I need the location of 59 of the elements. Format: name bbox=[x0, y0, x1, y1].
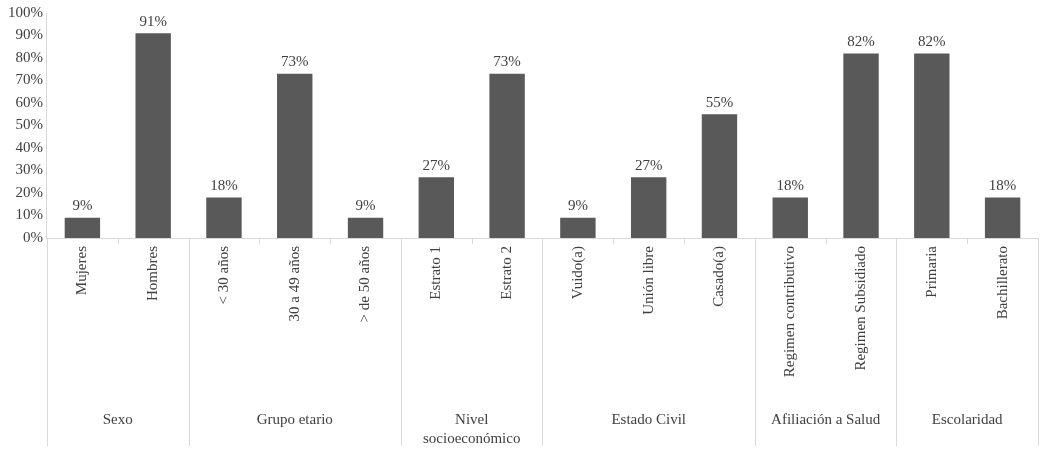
data-label: 27% bbox=[634, 156, 663, 173]
x-tick-label: > de 50 años bbox=[356, 245, 373, 323]
x-tick-label: Regimen contributivo bbox=[781, 246, 798, 378]
bar bbox=[630, 177, 667, 238]
bar bbox=[701, 114, 738, 238]
x-tick-label: Vuido(a) bbox=[568, 246, 586, 300]
bar bbox=[984, 197, 1021, 238]
x-tick-label: Mujeres bbox=[73, 245, 90, 296]
bar bbox=[843, 53, 879, 238]
y-tick-label: 30% bbox=[15, 161, 43, 178]
bar bbox=[560, 217, 596, 238]
y-tick-label: 100% bbox=[8, 3, 43, 20]
bar bbox=[277, 73, 313, 238]
y-tick-label: 20% bbox=[15, 183, 43, 200]
bar bbox=[489, 73, 525, 238]
data-label: 91% bbox=[139, 12, 167, 29]
bar bbox=[135, 33, 171, 238]
data-label: 18% bbox=[776, 176, 804, 193]
text: Afiliación a Salud bbox=[771, 410, 881, 427]
text: Estado Civil bbox=[611, 410, 686, 427]
data-label: 9% bbox=[355, 197, 376, 214]
bar bbox=[914, 53, 950, 238]
x-tick-label: Casado(a) bbox=[710, 246, 728, 307]
data-label: 27% bbox=[422, 156, 451, 173]
data-label: 55% bbox=[705, 93, 734, 110]
x-tick-label: 30 a 49 años bbox=[285, 245, 302, 322]
text: Grupo etario bbox=[256, 410, 333, 427]
data-label: 82% bbox=[847, 32, 875, 49]
text: Nivel socioeconómico bbox=[422, 410, 521, 446]
bar bbox=[347, 217, 384, 238]
data-label: 9% bbox=[567, 197, 588, 214]
data-label: 9% bbox=[72, 197, 93, 214]
x-tick-label: Bachillerato bbox=[993, 246, 1010, 320]
y-tick-label: 80% bbox=[15, 48, 43, 65]
y-tick-label: 90% bbox=[15, 26, 43, 43]
bar bbox=[64, 217, 101, 238]
y-tick-label: 70% bbox=[15, 71, 43, 88]
x-tick-label: Regimen Subsidiado bbox=[851, 246, 868, 371]
x-tick-label: Hombres bbox=[144, 245, 161, 301]
text: Sexo bbox=[102, 410, 133, 427]
data-label: 18% bbox=[210, 176, 238, 193]
bar bbox=[418, 177, 455, 238]
y-tick-label: 0% bbox=[23, 228, 43, 245]
x-tick-label: Estrato 1 bbox=[427, 246, 444, 300]
data-label: 82% bbox=[918, 32, 946, 49]
bar bbox=[206, 197, 242, 238]
y-tick-label: 10% bbox=[15, 206, 43, 223]
data-label: 18% bbox=[988, 176, 1017, 193]
y-tick-label: 60% bbox=[15, 93, 43, 110]
x-tick-label: < 30 años bbox=[214, 245, 231, 305]
y-tick-label: 50% bbox=[15, 116, 43, 133]
y-tick-label: 40% bbox=[15, 138, 43, 155]
data-label: 73% bbox=[281, 53, 309, 70]
text: Escolaridad bbox=[931, 410, 1004, 427]
x-tick-label: Estrato 2 bbox=[498, 246, 515, 300]
x-tick-label: Unión libre bbox=[639, 245, 656, 315]
bar bbox=[772, 197, 808, 238]
data-label: 73% bbox=[493, 53, 521, 70]
x-tick-label: Primaria bbox=[922, 245, 939, 298]
